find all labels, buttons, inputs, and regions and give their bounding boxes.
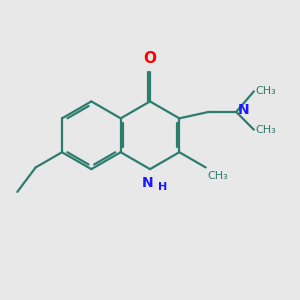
Text: CH₃: CH₃ [207, 171, 228, 181]
Text: CH₃: CH₃ [255, 124, 276, 135]
Text: N: N [238, 103, 249, 117]
Text: O: O [143, 51, 157, 66]
Text: CH₃: CH₃ [255, 86, 276, 96]
Text: N: N [142, 176, 154, 190]
Text: H: H [158, 182, 167, 191]
